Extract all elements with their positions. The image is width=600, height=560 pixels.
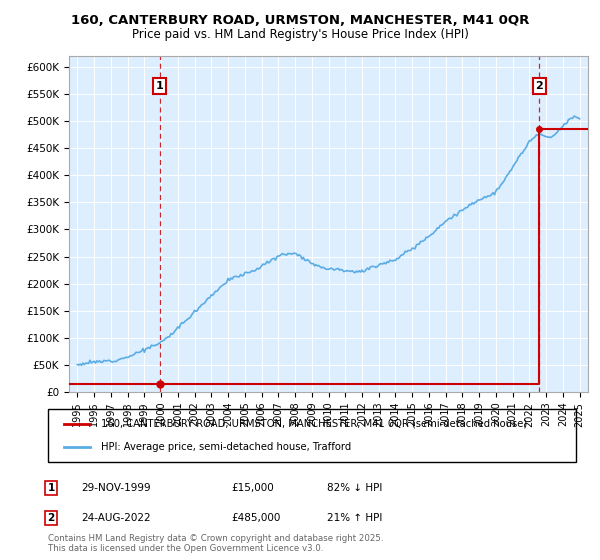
- Text: 82% ↓ HPI: 82% ↓ HPI: [327, 483, 382, 493]
- Text: 2: 2: [535, 81, 543, 91]
- Text: Price paid vs. HM Land Registry's House Price Index (HPI): Price paid vs. HM Land Registry's House …: [131, 28, 469, 41]
- Text: £485,000: £485,000: [231, 513, 280, 523]
- Text: 29-NOV-1999: 29-NOV-1999: [81, 483, 151, 493]
- Text: 160, CANTERBURY ROAD, URMSTON, MANCHESTER, M41 0QR (semi-detached house): 160, CANTERBURY ROAD, URMSTON, MANCHESTE…: [101, 419, 527, 429]
- Text: HPI: Average price, semi-detached house, Trafford: HPI: Average price, semi-detached house,…: [101, 442, 351, 452]
- Text: 2: 2: [47, 513, 55, 523]
- Text: 21% ↑ HPI: 21% ↑ HPI: [327, 513, 382, 523]
- Text: 24-AUG-2022: 24-AUG-2022: [81, 513, 151, 523]
- Text: £15,000: £15,000: [231, 483, 274, 493]
- Text: 1: 1: [47, 483, 55, 493]
- Text: Contains HM Land Registry data © Crown copyright and database right 2025.
This d: Contains HM Land Registry data © Crown c…: [48, 534, 383, 553]
- Text: 1: 1: [156, 81, 164, 91]
- Text: 160, CANTERBURY ROAD, URMSTON, MANCHESTER, M41 0QR: 160, CANTERBURY ROAD, URMSTON, MANCHESTE…: [71, 14, 529, 27]
